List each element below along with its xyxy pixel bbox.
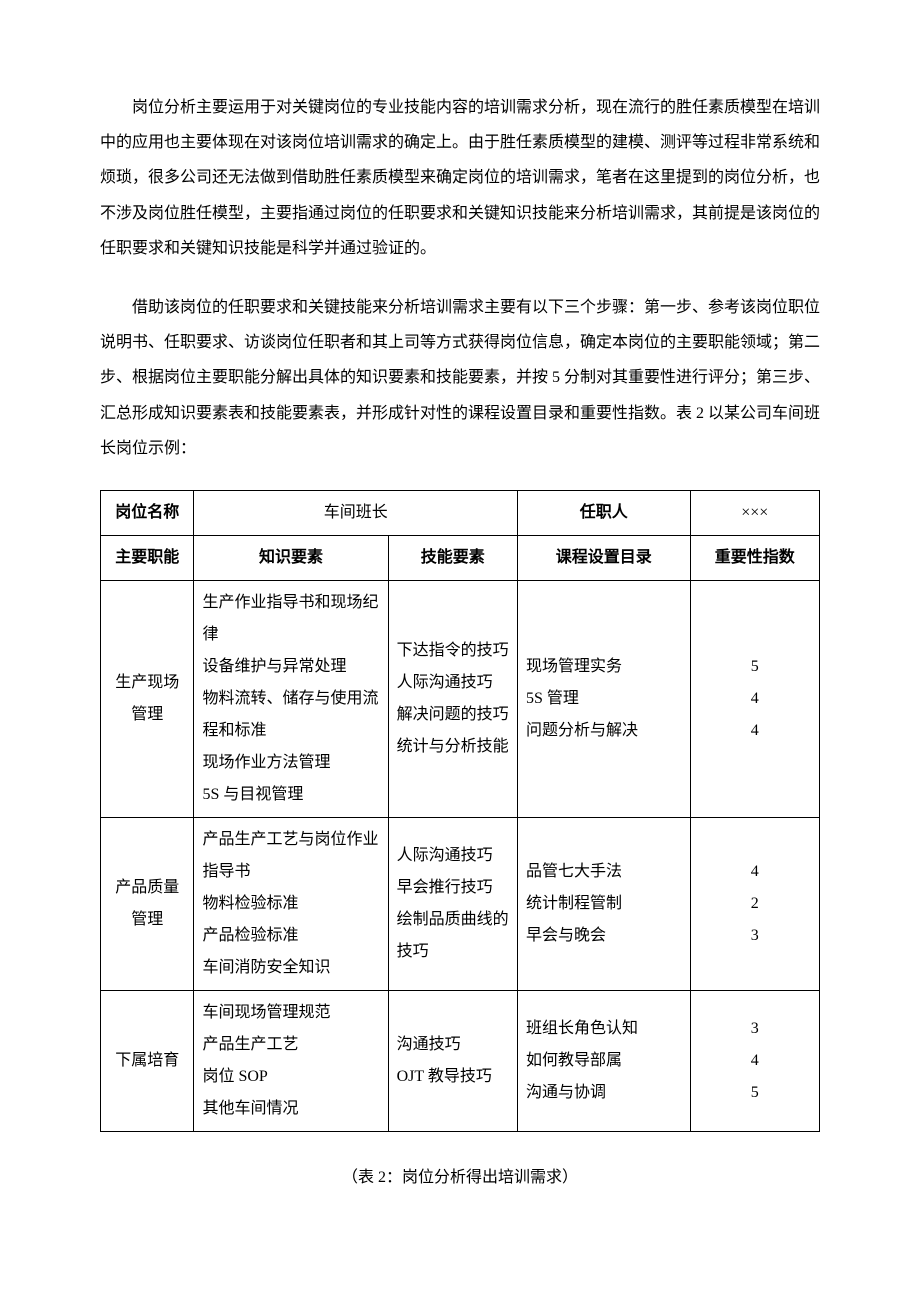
table-caption: （表 2：岗位分析得出培训需求） bbox=[100, 1160, 820, 1195]
header-main-function: 主要职能 bbox=[101, 535, 194, 580]
header-job-title-value: 车间班长 bbox=[194, 490, 518, 535]
header-incumbent-value: ××× bbox=[690, 490, 819, 535]
cell-function: 下属培育 bbox=[101, 990, 194, 1131]
header-course: 课程设置目录 bbox=[518, 535, 691, 580]
cell-skill: 沟通技巧OJT 教导技巧 bbox=[388, 990, 517, 1131]
cell-skill: 下达指令的技巧人际沟通技巧解决问题的技巧统计与分析技能 bbox=[388, 580, 517, 817]
table-row: 下属培育 车间现场管理规范产品生产工艺岗位 SOP其他车间情况 沟通技巧OJT … bbox=[101, 990, 820, 1131]
cell-function: 产品质量管理 bbox=[101, 817, 194, 990]
cell-function: 生产现场管理 bbox=[101, 580, 194, 817]
cell-knowledge: 车间现场管理规范产品生产工艺岗位 SOP其他车间情况 bbox=[194, 990, 388, 1131]
cell-course: 班组长角色认知如何教导部属沟通与协调 bbox=[518, 990, 691, 1131]
header-knowledge: 知识要素 bbox=[194, 535, 388, 580]
job-analysis-table: 岗位名称 车间班长 任职人 ××× 主要职能 知识要素 技能要素 课程设置目录 … bbox=[100, 490, 820, 1132]
table-row: 产品质量管理 产品生产工艺与岗位作业指导书物料检验标准产品检验标准车间消防安全知… bbox=[101, 817, 820, 990]
header-skill: 技能要素 bbox=[388, 535, 517, 580]
paragraph-1: 岗位分析主要运用于对关键岗位的专业技能内容的培训需求分析，现在流行的胜任素质模型… bbox=[100, 90, 820, 266]
table-row: 岗位名称 车间班长 任职人 ××× bbox=[101, 490, 820, 535]
header-job-title-label: 岗位名称 bbox=[101, 490, 194, 535]
cell-course: 品管七大手法统计制程管制早会与晚会 bbox=[518, 817, 691, 990]
header-importance: 重要性指数 bbox=[690, 535, 819, 580]
cell-knowledge: 产品生产工艺与岗位作业指导书物料检验标准产品检验标准车间消防安全知识 bbox=[194, 817, 388, 990]
cell-score: 544 bbox=[690, 580, 819, 817]
cell-skill: 人际沟通技巧早会推行技巧绘制品质曲线的技巧 bbox=[388, 817, 517, 990]
table-row: 生产现场管理 生产作业指导书和现场纪律设备维护与异常处理物料流转、储存与使用流程… bbox=[101, 580, 820, 817]
cell-knowledge: 生产作业指导书和现场纪律设备维护与异常处理物料流转、储存与使用流程和标准现场作业… bbox=[194, 580, 388, 817]
table-row: 主要职能 知识要素 技能要素 课程设置目录 重要性指数 bbox=[101, 535, 820, 580]
cell-score: 345 bbox=[690, 990, 819, 1131]
cell-score: 423 bbox=[690, 817, 819, 990]
header-incumbent-label: 任职人 bbox=[518, 490, 691, 535]
cell-course: 现场管理实务5S 管理问题分析与解决 bbox=[518, 580, 691, 817]
paragraph-2: 借助该岗位的任职要求和关键技能来分析培训需求主要有以下三个步骤：第一步、参考该岗… bbox=[100, 290, 820, 466]
